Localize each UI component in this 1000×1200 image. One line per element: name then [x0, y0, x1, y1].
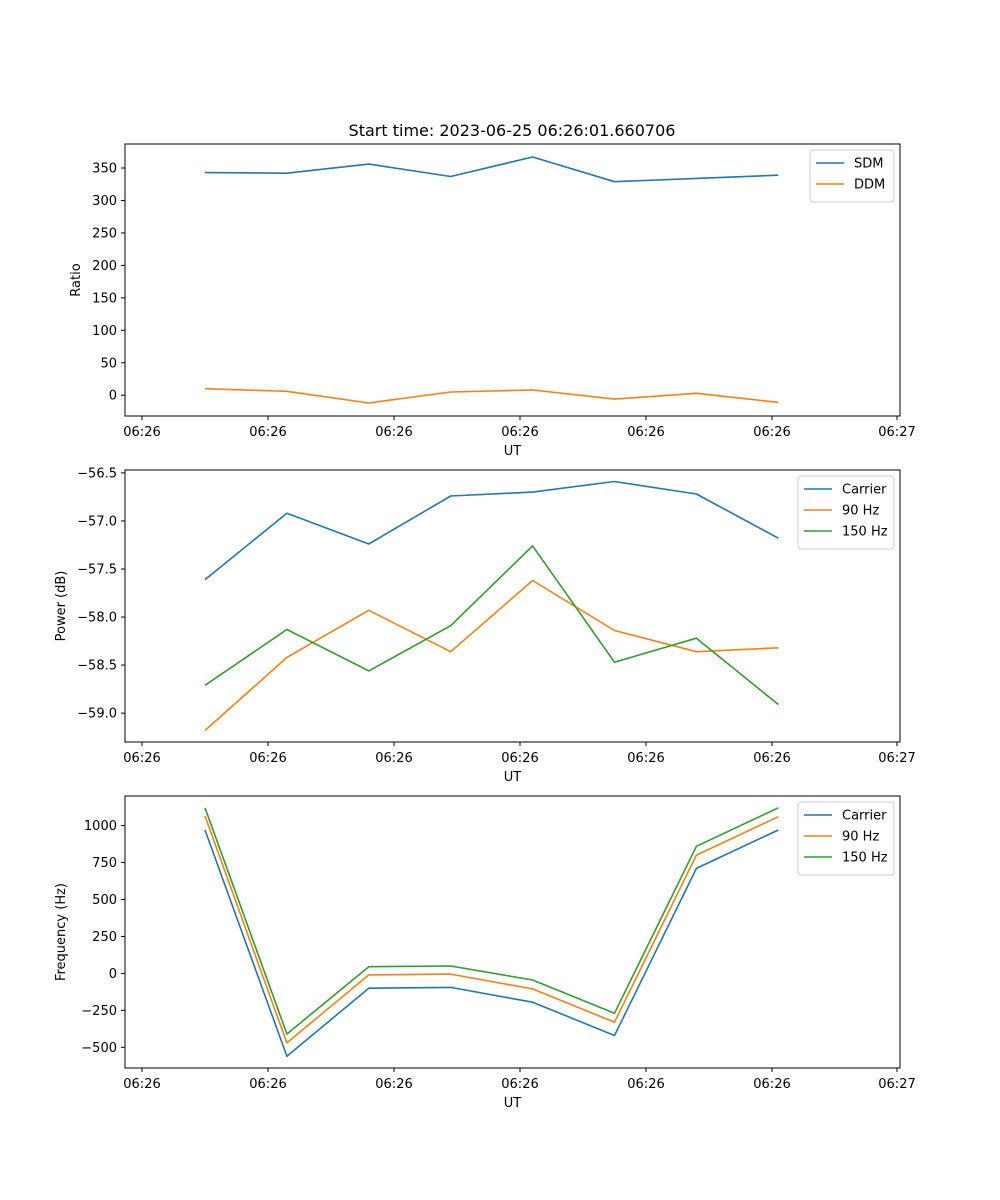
y-tick-label: 250: [92, 930, 117, 945]
legend-entry: 150 Hz: [842, 525, 888, 540]
series-line-150-hz: [204, 545, 779, 706]
y-tick-label: 300: [92, 194, 117, 209]
x-tick-label: 06:27: [878, 425, 915, 440]
series-line-90-hz: [204, 815, 779, 1044]
x-tick-label: 06:26: [123, 425, 160, 440]
y-tick-label: 500: [92, 893, 117, 908]
y-tick-label: −59.0: [77, 707, 117, 722]
legend-entry: 90 Hz: [842, 830, 879, 845]
legend-entry: SDM: [854, 157, 883, 172]
x-tick-label: 06:26: [249, 425, 286, 440]
x-axis-label: UT: [504, 444, 522, 459]
x-tick-label: 06:26: [753, 1077, 790, 1092]
y-tick-label: 200: [92, 259, 117, 274]
y-tick-label: −57.0: [77, 514, 117, 529]
x-tick-label: 06:26: [501, 1077, 538, 1092]
plot-frame: [124, 795, 901, 1069]
x-tick-label: 06:26: [375, 751, 412, 766]
y-tick-label: −58.0: [77, 611, 117, 626]
y-tick-label: 750: [92, 856, 117, 871]
y-tick-label: 150: [92, 291, 117, 306]
x-tick-label: 06:26: [627, 425, 664, 440]
legend-entry: 90 Hz: [842, 504, 879, 519]
y-axis-label: Power (dB): [54, 571, 69, 642]
x-tick-label: 06:26: [627, 1077, 664, 1092]
y-tick-label: −56.5: [77, 466, 117, 481]
x-axis-label: UT: [504, 1096, 522, 1111]
legend-entry: 150 Hz: [842, 851, 888, 866]
y-axis-label: Frequency (Hz): [54, 883, 69, 981]
y-tick-label: 250: [92, 226, 117, 241]
x-tick-label: 06:26: [501, 425, 538, 440]
series-line-90-hz: [204, 579, 779, 732]
x-tick-label: 06:26: [123, 751, 160, 766]
series-line-150-hz: [204, 807, 779, 1035]
figure-title: Start time: 2023-06-25 06:26:01.660706: [349, 121, 676, 140]
x-tick-label: 06:27: [878, 1077, 915, 1092]
y-tick-label: −58.5: [77, 659, 117, 674]
y-tick-label: −250: [81, 1004, 117, 1019]
legend-entry: Carrier: [842, 809, 887, 824]
plot-frame: [124, 469, 901, 743]
y-tick-label: 50: [100, 356, 117, 371]
series-line-ddm: [204, 387, 779, 404]
x-tick-label: 06:26: [375, 425, 412, 440]
series-line-carrier: [204, 480, 779, 581]
y-tick-label: −500: [81, 1041, 117, 1056]
plot-frame: [124, 143, 901, 417]
chart-panel-2: 06:26 06:26 06:26 06:26 06:26 06:26 06:27 −59.0…: [54, 466, 916, 785]
chart-panel-1: 06:26 06:26 06:26 06:26 06:26 06:26 06:27 0 50 10…: [69, 143, 916, 459]
x-tick-label: 06:26: [753, 751, 790, 766]
series-line-carrier: [204, 829, 779, 1057]
x-tick-label: 06:26: [249, 1077, 286, 1092]
x-tick-label: 06:26: [249, 751, 286, 766]
y-tick-label: 0: [109, 967, 117, 982]
x-axis-label: UT: [504, 770, 522, 785]
y-tick-label: −57.5: [77, 562, 117, 577]
y-tick-label: 350: [92, 162, 117, 177]
x-tick-label: 06:26: [753, 425, 790, 440]
series-line-sdm: [204, 156, 779, 183]
legend: Carrier 90 Hz 150 Hz: [797, 475, 895, 550]
y-tick-label: 100: [92, 324, 117, 339]
legend-entry: DDM: [854, 178, 885, 193]
legend-entry: Carrier: [842, 483, 887, 498]
legend: Carrier 90 Hz 150 Hz: [797, 801, 895, 876]
x-tick-label: 06:27: [878, 751, 915, 766]
y-axis-label: Ratio: [69, 263, 84, 296]
legend: SDM DDM: [809, 149, 895, 203]
x-tick-label: 06:26: [627, 751, 664, 766]
y-tick-label: 1000: [84, 819, 117, 834]
x-tick-label: 06:26: [501, 751, 538, 766]
x-tick-label: 06:26: [375, 1077, 412, 1092]
chart-panel-3: 06:26 06:26 06:26 06:26 06:26 06:26 06:27 −500 −…: [54, 795, 916, 1111]
y-tick-label: 0: [109, 389, 117, 404]
x-tick-label: 06:26: [123, 1077, 160, 1092]
